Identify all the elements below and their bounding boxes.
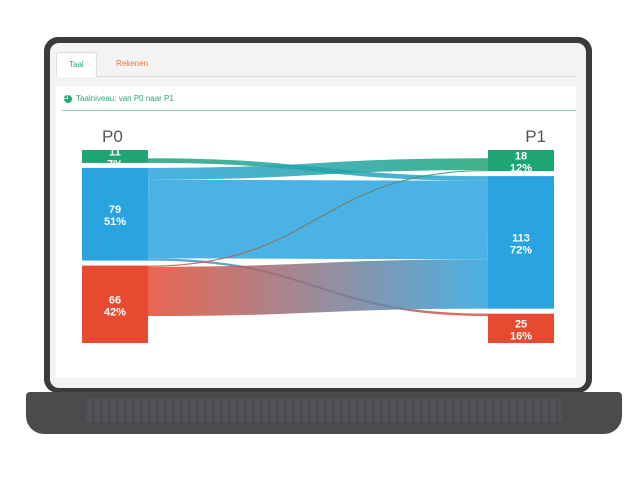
p0-node-value: 79 [109,204,121,216]
card-header: Taalniveau: van P0 naar P1 [64,94,174,103]
card-title: Taalniveau: van P0 naar P1 [76,94,174,103]
p0-node-percent: 51% [104,216,126,228]
p1-node-voorsprong[interactable] [488,150,554,172]
p0-axis-label: P0 [102,127,123,146]
p1-node-percent: 16% [510,330,532,342]
laptop-screen: Taal Rekenen Taalniveau: van P0 naar P1 … [50,43,586,388]
pie-chart-icon [64,94,72,103]
p1-node-percent: 12% [510,163,532,175]
p0-node-percent: 42% [104,306,126,318]
p1-node-geen[interactable] [488,176,554,309]
p0-node-value: 66 [109,294,121,306]
p1-node-value: 25 [515,318,527,330]
sankey-flow[interactable] [147,259,489,317]
p1-node-achterstand[interactable] [488,313,554,343]
p0-node-percent: 7% [107,158,123,170]
tab-rekenen[interactable]: Rekenen [116,59,149,68]
tab-taal[interactable]: Taal [56,52,97,77]
p0-node-value: 11 [109,146,121,158]
p1-node-percent: 72% [510,244,532,256]
p0-node-geen[interactable] [82,167,148,261]
sankey-flow[interactable] [147,158,489,180]
p0-node-voorsprong[interactable] [82,150,148,163]
p1-node-value: 18 [515,151,527,163]
sankey-flow[interactable] [147,179,489,260]
p0-node-achterstand[interactable] [82,265,148,343]
laptop-keyboard-base [26,392,622,434]
p1-axis-label: P1 [525,127,546,146]
tab-bar: Taal Rekenen [56,49,576,77]
p1-node-value: 113 [512,232,530,244]
chart-card: Taalniveau: van P0 naar P1 P0 P1 11 7% 79 51%… [56,86,576,378]
sankey-flow[interactable] [147,169,489,267]
title-divider [62,110,576,111]
